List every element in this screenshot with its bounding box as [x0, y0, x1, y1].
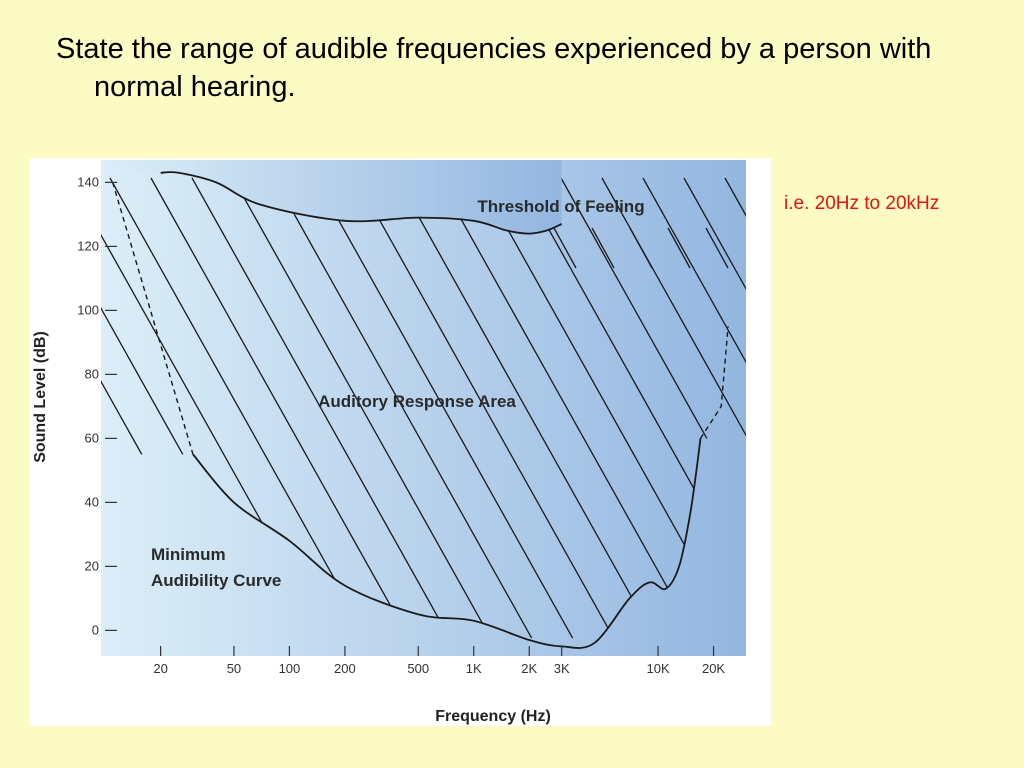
chart-svg: 0 20 40 60 80 100 120 140 20 50 100 200 500 1K 2K 3K 10K…: [29, 158, 771, 726]
y-tick-label: 100: [77, 302, 99, 317]
y-tick-label: 120: [77, 238, 99, 253]
hatch-line: [355, 177, 615, 639]
x-tick-label: 50: [227, 661, 241, 676]
hatch-line: [591, 227, 615, 269]
hatch-line: [150, 177, 410, 639]
threshold-label: Threshold of Feeling: [477, 197, 644, 216]
x-tick-label: 2K: [521, 661, 537, 676]
y-tick-label: 80: [85, 366, 99, 381]
hatch-line: [232, 177, 492, 639]
hatch-line: [553, 227, 577, 269]
mask-above-threshold: [101, 160, 562, 234]
hatch-line: [642, 177, 746, 364]
hatch-line: [629, 227, 653, 269]
hatch-line: [273, 177, 533, 639]
hatch-line: [560, 177, 746, 510]
hatch-line: [314, 177, 574, 639]
question-text: State the range of audible frequencies e…: [56, 33, 932, 103]
x-tick-label: 20: [153, 661, 167, 676]
y-tick-label: 40: [85, 494, 99, 509]
low-frequency-dashed-extension: [112, 182, 194, 455]
mask-below-minimum: [101, 438, 746, 656]
area-label: Auditory Response Area: [318, 392, 516, 411]
hearing-range-chart: 0 20 40 60 80 100 120 140 20 50 100 200 500 1K 2K 3K 10K…: [29, 158, 771, 726]
x-axis-title: Frequency (Hz): [435, 708, 551, 725]
hatch-line: [437, 177, 697, 639]
y-tick-label: 0: [92, 622, 99, 637]
x-tick-label: 200: [334, 661, 356, 676]
hatch-line: [667, 227, 691, 269]
answer-text: i.e. 20Hz to 20kHz: [784, 193, 940, 214]
y-axis-title: Sound Level (dB): [32, 331, 49, 463]
y-tick-label: 20: [85, 558, 99, 573]
x-tick-label: 500: [407, 661, 429, 676]
x-tick-label: 3K: [554, 661, 570, 676]
hatch-line: [705, 227, 729, 269]
hatch-line: [396, 177, 656, 639]
y-tick-label: 60: [85, 430, 99, 445]
min-curve-label-line1: Minimum: [151, 545, 226, 564]
threshold-of-feeling-curve: [160, 171, 563, 235]
hatch-line: [191, 177, 451, 639]
x-tick-label: 10K: [646, 661, 669, 676]
hatch-line: [683, 177, 746, 291]
min-curve-label-line2: Audibility Curve: [151, 571, 281, 590]
x-tick-label: 1K: [466, 661, 482, 676]
y-tick-label: 140: [77, 174, 99, 189]
hatch-line: [109, 177, 369, 639]
x-tick-label: 20K: [702, 661, 725, 676]
x-tick-label: 100: [279, 661, 301, 676]
high-frequency-dashed-extension: [699, 326, 729, 439]
